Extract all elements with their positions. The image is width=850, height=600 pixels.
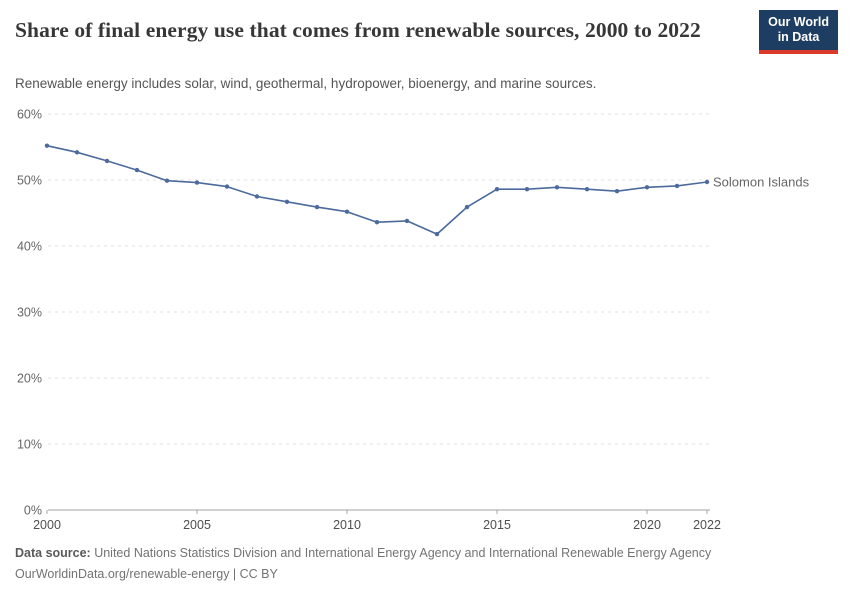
data-point[interactable] [44, 143, 50, 148]
x-tick-label: 2005 [183, 518, 211, 532]
data-point[interactable] [134, 167, 140, 173]
data-point[interactable] [194, 180, 200, 185]
data-point[interactable] [404, 218, 410, 224]
y-tick-label: 20% [17, 372, 42, 386]
y-tick-label: 60% [17, 108, 42, 122]
y-tick-label: 10% [17, 438, 42, 452]
data-source-text: United Nations Statistics Division and I… [90, 546, 712, 560]
data-point[interactable] [164, 178, 170, 183]
y-tick-label: 40% [17, 240, 42, 254]
series-end-label[interactable]: Solomon Islands [713, 174, 810, 189]
data-point[interactable] [494, 187, 500, 192]
x-tick-label: 2020 [633, 518, 661, 532]
footer-link-license[interactable]: OurWorldinData.org/renewable-energy | CC… [15, 567, 278, 581]
data-point[interactable] [284, 199, 290, 204]
data-source-label: Data source: [15, 546, 91, 560]
data-point[interactable] [224, 184, 230, 189]
data-point[interactable] [704, 179, 710, 185]
y-tick-label: 30% [17, 306, 42, 320]
data-point[interactable] [314, 204, 320, 210]
data-point[interactable] [254, 194, 260, 199]
data-point[interactable] [104, 158, 110, 164]
page-subtitle: Renewable energy includes solar, wind, g… [15, 76, 597, 91]
y-tick-label: 0% [24, 504, 42, 518]
owid-logo[interactable]: Our World in Data [759, 10, 838, 54]
data-point[interactable] [344, 209, 350, 214]
y-tick-label: 50% [17, 174, 42, 188]
data-point[interactable] [74, 150, 80, 155]
page-title: Share of final energy use that comes fro… [15, 18, 701, 42]
footer-data-source: Data source: United Nations Statistics D… [15, 543, 835, 564]
chart-footer: Data source: United Nations Statistics D… [15, 543, 835, 585]
data-point[interactable] [614, 189, 620, 194]
data-point[interactable] [524, 187, 530, 192]
line-chart: 0% 10% 20% 30% 40% 50% 60% 2000 2005 2010 2015 2020… [17, 108, 810, 533]
x-tick-label: 2022 [693, 518, 721, 532]
data-point[interactable] [644, 185, 650, 190]
x-tick-label: 2015 [483, 518, 511, 532]
logo-line2: in Data [777, 30, 820, 44]
data-point[interactable] [674, 183, 680, 189]
data-point[interactable] [464, 204, 470, 210]
data-point[interactable] [434, 231, 440, 237]
logo-line1: Our World [768, 15, 829, 29]
data-point[interactable] [584, 187, 590, 192]
data-point[interactable] [554, 185, 560, 190]
data-point[interactable] [374, 220, 380, 225]
x-tick-label: 2010 [333, 518, 361, 532]
x-tick-label: 2000 [33, 518, 61, 532]
